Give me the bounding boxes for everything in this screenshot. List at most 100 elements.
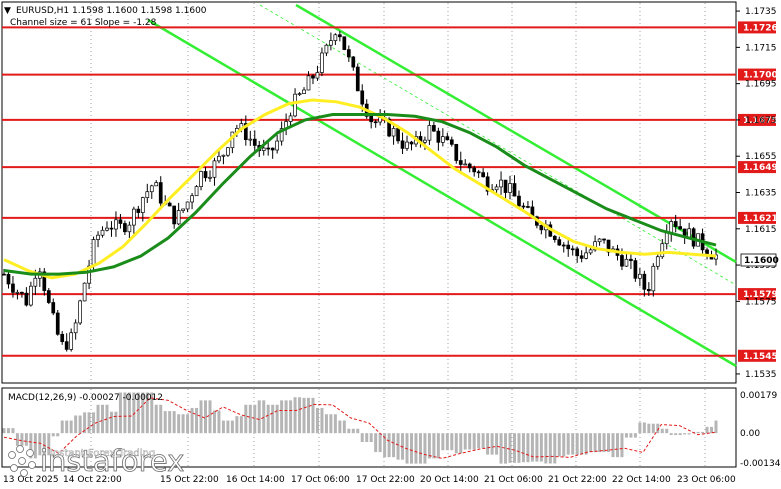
time-tick-label: 21 Oct 06:00 (484, 475, 543, 485)
level-label: 1.1675 (743, 116, 778, 126)
instaforex-logo-icon (8, 445, 36, 477)
candle-body (60, 333, 65, 342)
candle-body (481, 172, 485, 178)
candle-body (109, 227, 114, 230)
time-tick-label: 15 Oct 22:00 (160, 475, 219, 485)
candle-body (485, 176, 490, 192)
candle-body (373, 121, 378, 124)
candle-body (217, 155, 221, 162)
time-axis: 13 Oct 2025 14 Oct 22:00 15 Oct 22:00 16 Oc… (3, 475, 736, 485)
price-tick-label: 1.1635 (745, 189, 777, 199)
price-tick-label: 1.1695 (745, 80, 777, 90)
candle-body (145, 191, 150, 198)
candle-body (185, 201, 190, 210)
channel-mid-line (147, 18, 737, 368)
candle-body (432, 125, 436, 132)
candle-body (221, 154, 226, 157)
candle-body (508, 183, 512, 193)
candle-body (351, 56, 356, 68)
candle-body (355, 66, 360, 92)
candle-body (624, 258, 629, 267)
candle-body (288, 115, 293, 122)
candle-body (270, 147, 275, 151)
channel-upper-line (295, 3, 737, 264)
candle-body (2, 273, 6, 276)
dropdown-triangle-icon[interactable]: ▼ (4, 6, 11, 16)
candle-body (46, 290, 51, 303)
level-label: 1.1545 (743, 352, 778, 362)
candle-body (69, 332, 74, 350)
candle-body (302, 89, 306, 95)
candle-body (463, 163, 468, 166)
price-tick-label: 1.1675 (745, 116, 777, 126)
candle-body (248, 138, 253, 141)
candle-body (342, 36, 347, 50)
price-tick-label: 1.1715 (745, 43, 777, 53)
candle-body (24, 292, 29, 306)
candle-body (315, 72, 320, 79)
candle-body (114, 219, 118, 230)
level-label: 1.1621 (743, 214, 778, 224)
candle-body (678, 226, 683, 230)
macd-label: MACD(12,26,9) -0.00027 -0.00012 (8, 393, 163, 403)
candle-body (606, 239, 611, 253)
level-tag (738, 288, 776, 301)
brand-name: instaforex (40, 444, 184, 478)
candle-body (15, 291, 20, 294)
candle-body (476, 171, 481, 174)
macd-signal-line (3, 397, 717, 459)
candle-body (96, 234, 100, 240)
price-tick-label: 1.1535 (745, 370, 777, 380)
last-price-value: 1.1600 (744, 256, 779, 266)
candle-body (503, 179, 508, 193)
candle-body (687, 228, 691, 238)
time-tick-label: 14 Oct 22:00 (63, 475, 122, 485)
candle-body (306, 75, 311, 91)
candle-body (20, 291, 24, 294)
candle-body (360, 90, 365, 105)
price-tick-label: 1.1575 (745, 297, 777, 307)
candle-body (409, 141, 414, 145)
candle-body (82, 282, 87, 302)
level-tag (738, 349, 776, 362)
candle-body (499, 179, 503, 188)
candle-body (123, 223, 127, 233)
candle-body (158, 182, 163, 204)
candle-body (275, 140, 280, 151)
candle-body (127, 224, 132, 233)
candle-body (651, 265, 656, 292)
time-tick-label: 20 Oct 14:00 (420, 475, 479, 485)
candle-body (521, 205, 526, 208)
time-tick-label: 17 Oct 06:00 (291, 475, 350, 485)
candle-body (396, 128, 400, 142)
candle-body (333, 34, 338, 41)
candle-body (226, 147, 230, 156)
candle-body (387, 118, 391, 137)
candle-body (176, 210, 181, 225)
candle-body (64, 341, 69, 350)
chart-header: ▼ EURUSD,H1 1.1598 1.1600 1.1598 1.1600 … (4, 6, 207, 28)
candle-body (346, 49, 351, 58)
candle-body (660, 243, 665, 258)
candle-body (561, 244, 566, 247)
candle-body (73, 322, 78, 334)
level-label: 1.1579 (743, 290, 778, 300)
candle-body (526, 206, 530, 208)
macd-tick-label: -0.00134 (740, 459, 781, 469)
time-tick-label: 16 Oct 14:00 (226, 475, 285, 485)
brand-tagline-visible: Instant Forex Trading (50, 448, 155, 459)
macd-tick-label: 0.00 (740, 429, 760, 439)
candle-body (212, 160, 217, 178)
support-resistance-levels: 1.17261.17001.16751.16491.16211.15791.15… (2, 21, 778, 362)
moving-average-fast (3, 98, 717, 280)
candle-body (29, 285, 33, 306)
level-tag (738, 161, 776, 174)
candle-body (602, 238, 606, 241)
candle-body (472, 167, 477, 173)
candle-body (669, 221, 674, 234)
candle-body (449, 139, 454, 145)
candle-body (118, 219, 123, 224)
candle-body (199, 171, 203, 187)
time-tick-label: 22 Oct 14:00 (612, 475, 671, 485)
